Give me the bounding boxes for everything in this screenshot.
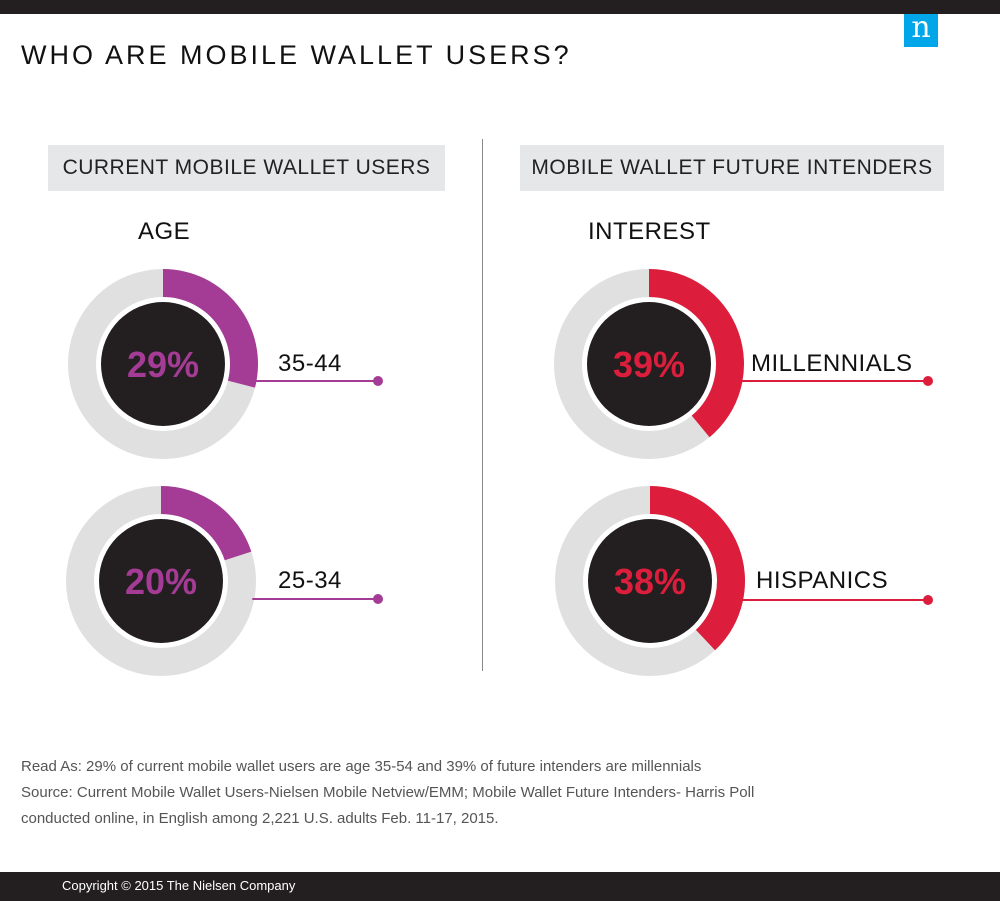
label-hispanics: HISPANICS	[756, 567, 889, 594]
nielsen-logo: n	[904, 13, 938, 47]
subheader-age: AGE	[138, 218, 191, 245]
leader-dot	[923, 376, 933, 386]
source-note: Source: Current Mobile Wallet Users-Niel…	[21, 784, 755, 801]
panel-header-future: MOBILE WALLET FUTURE INTENDERS	[520, 145, 944, 191]
donut-core	[588, 519, 712, 643]
label-millennials: MILLENNIALS	[751, 350, 913, 377]
donut-segment	[649, 269, 745, 438]
copyright: Copyright © 2015 The Nielsen Company	[62, 878, 296, 893]
read-as-note: Read As: 29% of current mobile wallet us…	[21, 758, 702, 775]
panel-header-current: CURRENT MOBILE WALLET USERS	[48, 145, 445, 191]
donut-segment	[163, 269, 258, 388]
donut-segment	[650, 486, 746, 651]
percent-label: 39%	[613, 344, 685, 385]
percent-label: 29%	[127, 344, 199, 385]
subheader-interest: INTEREST	[588, 218, 711, 245]
label-25-34: 25-34	[278, 567, 342, 594]
donut-core	[99, 519, 223, 643]
donut-core	[587, 302, 711, 426]
footer-bar: Copyright © 2015 The Nielsen Company	[0, 872, 1000, 901]
donut-segment	[161, 486, 252, 561]
percent-label: 20%	[125, 561, 197, 602]
donut-core	[101, 302, 225, 426]
divider	[482, 139, 483, 671]
source-note-cont: conducted online, in English among 2,221…	[21, 810, 499, 827]
leader-dot	[923, 595, 933, 605]
page-title: WHO ARE MOBILE WALLET USERS?	[21, 40, 572, 70]
top-bar	[0, 0, 1000, 14]
leader-dot	[373, 594, 383, 604]
leader-dot	[373, 376, 383, 386]
label-35-44: 35-44	[278, 350, 342, 377]
percent-label: 38%	[614, 561, 686, 602]
